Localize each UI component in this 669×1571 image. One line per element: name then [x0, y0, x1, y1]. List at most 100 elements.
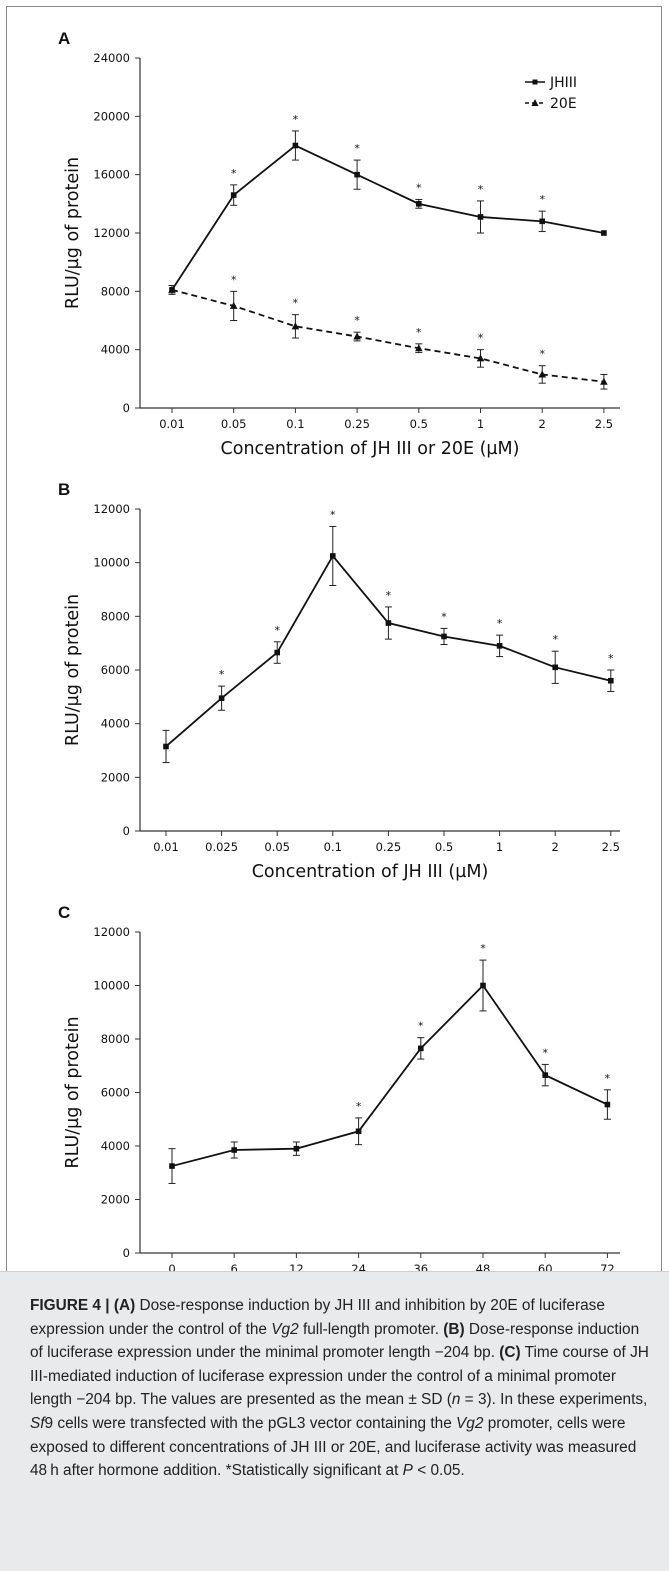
y-tick-label: 24000: [93, 51, 130, 65]
x-tick-label: 0.5: [435, 840, 453, 854]
data-point-marker: [538, 370, 546, 378]
x-tick-label: 0.25: [376, 840, 402, 854]
y-axis-title: RLU/µg of protein: [63, 594, 83, 746]
data-point-marker: [600, 377, 608, 385]
caption-part-b-text: Dose-response induction of luciferase ex…: [30, 1320, 640, 1362]
y-tick-label: 12000: [93, 226, 130, 240]
data-point-marker: [355, 1128, 362, 1135]
data-point-marker: [476, 354, 485, 362]
significance-star: *: [418, 1020, 424, 1033]
data-point-marker: [542, 1072, 548, 1078]
data-point-marker: [230, 192, 237, 198]
legend-marker: [531, 99, 539, 106]
series-line-0: [171, 984, 608, 1167]
x-tick-label: 0.01: [159, 417, 185, 431]
y-tick-label: 6000: [101, 663, 130, 677]
y-tick-label: 4000: [101, 1139, 130, 1153]
significance-star: *: [539, 193, 545, 206]
x-tick-label: 2.5: [595, 417, 613, 431]
panel-b-chart: B 0 2000 4000 6000 8000 10000 12000 0.01 0.025 0.0…: [58, 480, 620, 882]
y-axis-title: RLU/µg of protein: [63, 1016, 83, 1168]
data-point-marker: [231, 1147, 237, 1153]
x-tick-label: 0.1: [286, 417, 304, 431]
caption-part-a-text-1: Dose-response induction by JH III and in…: [30, 1297, 605, 1338]
data-point-marker: [218, 695, 225, 701]
y-tick-label: 16000: [93, 168, 130, 182]
significance-star: *: [354, 314, 360, 327]
significance-star: *: [552, 633, 558, 646]
x-tick-label: 2: [552, 840, 559, 854]
data-point-marker: [496, 643, 503, 649]
data-point-marker: [552, 664, 558, 671]
significance-star: *: [539, 348, 545, 361]
caption-gene-name: Vg2: [271, 1320, 299, 1338]
y-axis-title: RLU/µg of protein: [63, 157, 83, 309]
caption-part-a-label: (A): [113, 1297, 136, 1314]
significance-star: *: [293, 297, 299, 310]
series-line-1: [171, 289, 605, 383]
panel-label: B: [58, 480, 70, 499]
data-point-marker: [353, 332, 361, 340]
data-point-marker: [480, 982, 486, 989]
data-point-marker: [604, 1101, 611, 1108]
x-axis-title: Concentration of JH III or 20E (µM): [221, 439, 520, 459]
data-point-marker: [477, 214, 484, 220]
x-tick-label: 6: [231, 1262, 238, 1275]
data-point-marker: [354, 171, 360, 178]
data-point-marker: [418, 1045, 424, 1052]
caption-figure-label: FIGURE 4 |: [30, 1297, 114, 1314]
x-tick-label: 1: [477, 417, 484, 431]
x-tick-label: 0: [168, 1262, 175, 1275]
y-tick-label: 4000: [101, 343, 130, 357]
data-point-marker: [293, 1145, 300, 1152]
caption-p-symbol: P: [402, 1462, 413, 1480]
significance-star: *: [480, 942, 486, 955]
caption-n-symbol: n: [451, 1391, 461, 1409]
significance-star: *: [274, 624, 280, 637]
significance-star: *: [293, 113, 299, 126]
series-line-0: [165, 554, 612, 748]
x-axis-title: Concentration of JH III (µM): [252, 862, 489, 882]
y-tick-label: 20000: [93, 109, 130, 123]
panel-a-chart: A 0 4000 8000 12000 16000 20000 24000 0.01 0.05 0.…: [58, 29, 620, 459]
y-tick-label: 6000: [101, 1086, 130, 1100]
data-point-marker: [601, 230, 607, 236]
x-tick-label: 0.025: [205, 840, 238, 854]
caption-gene-name-2: Vg2: [456, 1414, 484, 1432]
significance-star: *: [608, 652, 614, 665]
y-tick-label: 4000: [101, 717, 130, 731]
significance-star: *: [231, 167, 237, 180]
caption-cell-text: 9 cells were transfected with the pGL3 v…: [44, 1414, 457, 1432]
x-tick-label: 0.25: [344, 417, 370, 431]
x-tick-label: 0.05: [264, 840, 290, 854]
data-point-marker: [608, 677, 614, 684]
legend-marker: [532, 79, 538, 85]
caption-part-c-text: Time course of JH III-mediated induction…: [30, 1344, 649, 1409]
y-tick-label: 10000: [93, 979, 130, 993]
x-tick-label: 0.05: [221, 417, 247, 431]
x-tick-label: 0.1: [324, 840, 342, 854]
y-tick-label: 8000: [101, 284, 130, 298]
significance-star: *: [231, 273, 237, 286]
significance-star: *: [478, 183, 484, 196]
data-point-marker: [168, 285, 176, 293]
panel-label: A: [58, 29, 70, 48]
caption-cell-prefix: Sf: [30, 1414, 45, 1432]
x-tick-label: 2.5: [602, 840, 620, 854]
caption-text: FIGURE 4 | (A) Dose-response induction b…: [30, 1294, 656, 1483]
data-point-marker: [292, 142, 299, 149]
legend-label: JHIII: [549, 75, 577, 91]
data-point-marker: [415, 344, 423, 352]
significance-star: *: [416, 326, 422, 339]
data-point-marker: [385, 620, 392, 626]
significance-star: *: [219, 668, 225, 681]
y-tick-label: 10000: [93, 556, 130, 570]
x-tick-label: 0.5: [410, 417, 428, 431]
significance-star: *: [416, 181, 422, 194]
significance-star: *: [330, 508, 336, 521]
caption-part-b-label: (B): [443, 1320, 465, 1338]
data-point-marker: [169, 1163, 175, 1169]
y-tick-label: 12000: [93, 925, 130, 939]
data-point-marker: [539, 218, 545, 225]
